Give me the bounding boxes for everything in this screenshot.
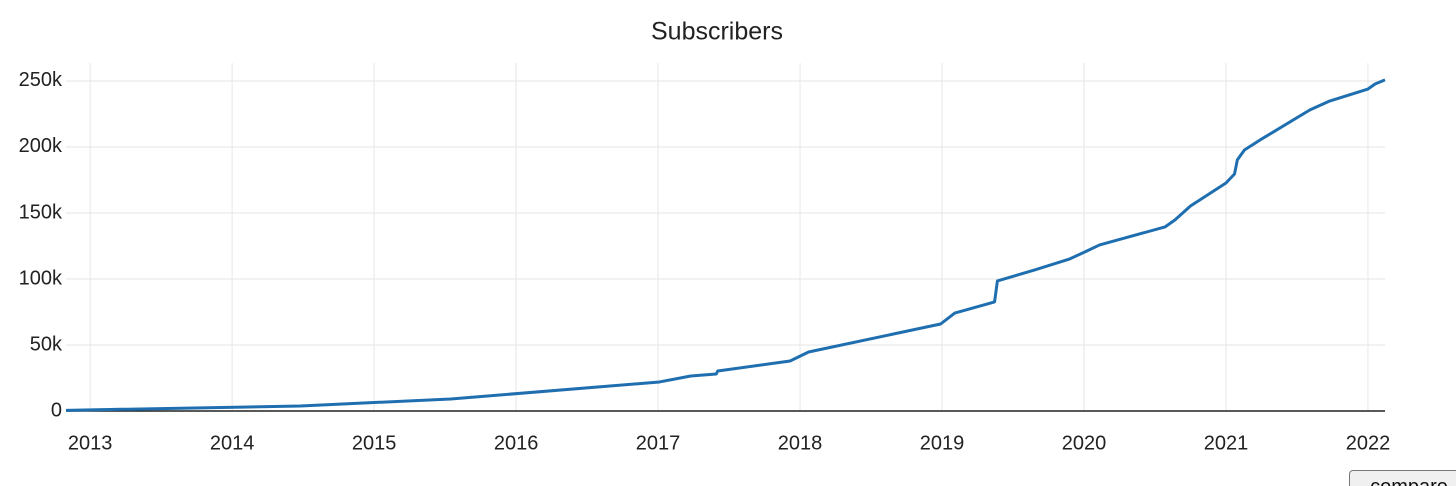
y-tick-label: 50k: [30, 333, 63, 355]
y-tick-label: 250k: [19, 69, 63, 91]
x-tick-label: 2016: [494, 432, 539, 454]
y-tick-label: 0: [51, 399, 62, 421]
x-tick-label: 2014: [210, 432, 255, 454]
x-tick-label: 2015: [352, 432, 397, 454]
x-tick-label: 2019: [920, 432, 965, 454]
y-tick-label: 200k: [19, 135, 63, 157]
y-tick-label: 100k: [19, 267, 63, 289]
y-tick-label: 150k: [19, 201, 63, 223]
x-tick-label: 2020: [1062, 432, 1107, 454]
x-tick-label: 2021: [1204, 432, 1249, 454]
compare-button[interactable]: compare: [1349, 470, 1456, 486]
chart-title: Subscribers: [651, 18, 783, 46]
data-line: [65, 78, 1386, 412]
x-tick-label: 2017: [636, 432, 681, 454]
x-tick-label: 2013: [68, 432, 113, 454]
x-tick-label: 2018: [778, 432, 823, 454]
x-tick-label: 2022: [1346, 432, 1391, 454]
